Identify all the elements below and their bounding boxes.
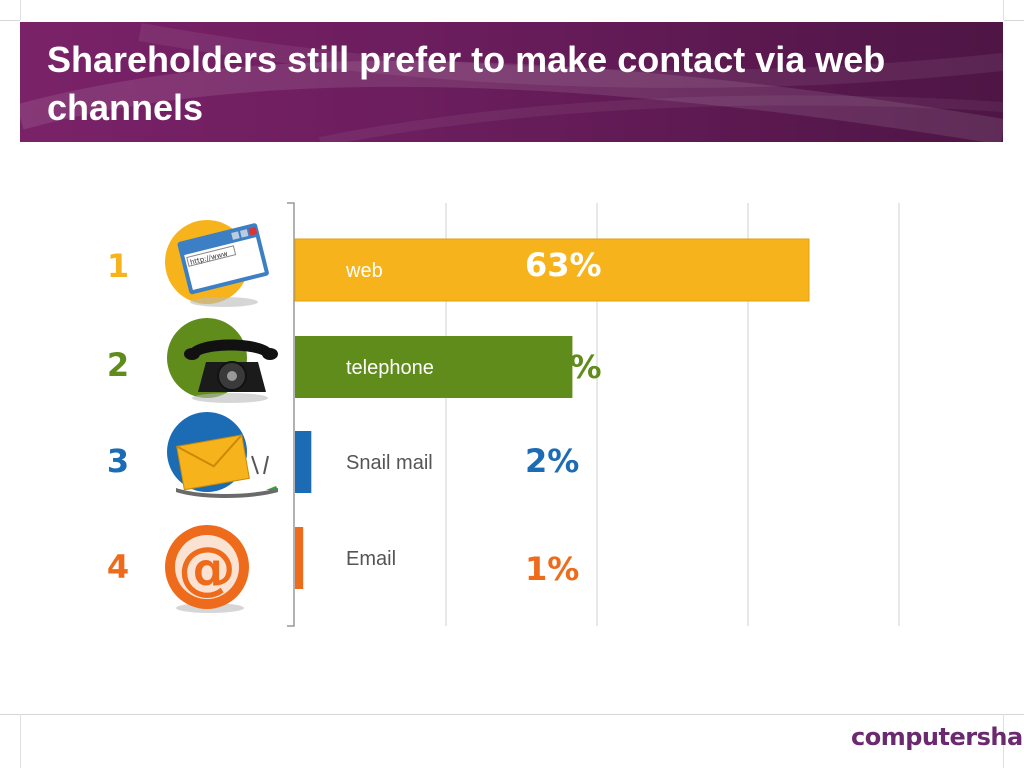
- bar-snail-mail: [295, 431, 312, 493]
- bar-email: [295, 527, 304, 589]
- browser-window-icon: http://www: [165, 220, 269, 307]
- rank-label-3: 3: [107, 442, 129, 480]
- computershare-logo-text: computershare: [851, 723, 1024, 751]
- rank-label-1: 1: [107, 247, 129, 285]
- page-title: Shareholders still prefer to make contac…: [47, 39, 886, 128]
- at-sign-icon: @: [165, 525, 249, 613]
- category-label-telephone: telephone: [346, 357, 434, 379]
- value-label-telephone: 34%: [525, 348, 602, 386]
- value-label-email: 1%: [525, 550, 579, 588]
- svg-text:@: @: [178, 534, 236, 602]
- value-label-snail-mail: 2%: [525, 442, 579, 480]
- rank-label-2: 2: [107, 346, 129, 384]
- rank-label-4: 4: [107, 548, 129, 586]
- banner-swoosh-decoration: [20, 23, 1003, 142]
- title-banner: [20, 22, 1003, 142]
- bar-telephone: [295, 336, 573, 398]
- envelope-snail-icon: [167, 412, 278, 498]
- rotary-telephone-icon: [167, 318, 278, 403]
- bar-web: [294, 238, 810, 302]
- category-label-snail-mail: Snail mail: [346, 452, 433, 474]
- computershare-logo: computershare: [851, 723, 1024, 759]
- y-axis-line: [287, 202, 295, 627]
- value-label-web: 63%: [525, 246, 602, 284]
- category-label-web: web: [345, 260, 383, 282]
- category-label-email: Email: [346, 548, 396, 570]
- frame-bottom-line: [0, 714, 1024, 715]
